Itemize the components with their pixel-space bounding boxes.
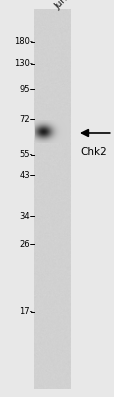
Text: 130-: 130- — [14, 59, 32, 68]
Text: 72-: 72- — [19, 115, 32, 123]
Text: Jurkat: Jurkat — [52, 0, 77, 11]
Text: 34-: 34- — [19, 212, 32, 221]
Text: 95-: 95- — [19, 85, 32, 94]
Text: 43-: 43- — [19, 171, 32, 180]
Text: 55-: 55- — [19, 150, 32, 159]
Text: 26-: 26- — [19, 240, 32, 249]
Text: Chk2: Chk2 — [80, 147, 106, 157]
Text: 17-: 17- — [19, 307, 32, 316]
Text: 180-: 180- — [14, 37, 32, 46]
